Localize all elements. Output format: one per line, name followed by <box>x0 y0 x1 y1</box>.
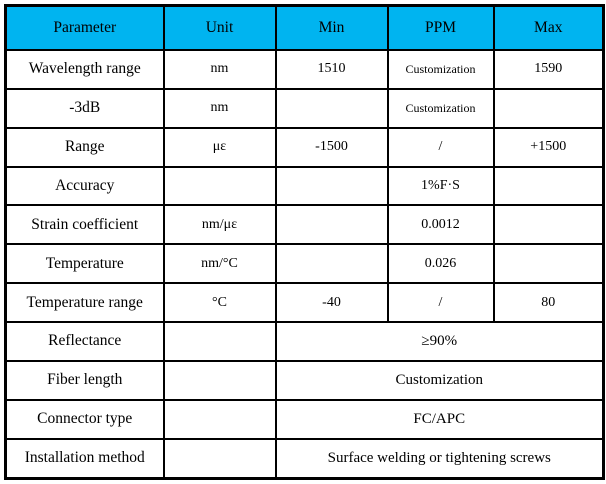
table-row-wavelength-range: Wavelength range nm 1510 Customization 1… <box>4 49 605 90</box>
cell-ppm: 1%F·S <box>386 165 495 207</box>
cell-min <box>274 165 389 207</box>
cell-parameter: Temperature <box>4 243 165 285</box>
cell-unit <box>162 321 277 362</box>
cell-ppm: 0.026 <box>386 243 495 285</box>
cell-merged-value: ≥90% <box>274 321 605 362</box>
col-header-min: Min <box>274 4 389 51</box>
cell-unit <box>162 359 277 401</box>
table-row-strain-coefficient: Strain coefficient nm/με 0.0012 <box>4 204 605 246</box>
cell-max <box>492 204 605 246</box>
cell-parameter: Wavelength range <box>4 49 165 90</box>
cell-merged-value: Surface welding or tightening screws <box>274 437 605 480</box>
cell-unit <box>162 165 277 207</box>
table-row-installation-method: Installation method Surface welding or t… <box>4 437 605 480</box>
cell-parameter: Temperature range <box>4 282 165 324</box>
specification-table: Parameter Unit Min PPM Max Wavelength ra… <box>4 4 605 480</box>
cell-unit: nm <box>162 87 277 129</box>
table-row-accuracy: Accuracy 1%F·S <box>4 165 605 207</box>
cell-ppm: / <box>386 126 495 168</box>
cell-max <box>492 87 605 129</box>
cell-ppm: / <box>386 282 495 324</box>
cell-parameter: Accuracy <box>4 165 165 207</box>
cell-max: 1590 <box>492 49 605 90</box>
cell-unit <box>162 398 277 440</box>
cell-ppm: Customization <box>386 49 495 90</box>
cell-ppm: Customization <box>386 87 495 129</box>
table-row-3db: -3dB nm Customization <box>4 87 605 129</box>
table-row-fiber-length: Fiber length Customization <box>4 359 605 401</box>
cell-ppm: 0.0012 <box>386 204 495 246</box>
cell-parameter: Reflectance <box>4 321 165 362</box>
cell-unit <box>162 437 277 480</box>
cell-parameter: Fiber length <box>4 359 165 401</box>
col-header-unit: Unit <box>162 4 277 51</box>
cell-max: +1500 <box>492 126 605 168</box>
cell-min <box>274 243 389 285</box>
cell-max <box>492 243 605 285</box>
cell-min: -40 <box>274 282 389 324</box>
table-row-range: Range με -1500 / +1500 <box>4 126 605 168</box>
table-row-connector-type: Connector type FC/APC <box>4 398 605 440</box>
cell-unit: nm/°C <box>162 243 277 285</box>
cell-unit: με <box>162 126 277 168</box>
col-header-max: Max <box>492 4 605 51</box>
cell-max <box>492 165 605 207</box>
cell-min: 1510 <box>274 49 389 90</box>
cell-min <box>274 87 389 129</box>
cell-unit: nm <box>162 49 277 90</box>
table-row-reflectance: Reflectance ≥90% <box>4 321 605 362</box>
header-row: Parameter Unit Min PPM Max <box>4 4 605 51</box>
table-row-temperature: Temperature nm/°C 0.026 <box>4 243 605 285</box>
cell-parameter: Range <box>4 126 165 168</box>
cell-parameter: Strain coefficient <box>4 204 165 246</box>
cell-max: 80 <box>492 282 605 324</box>
col-header-parameter: Parameter <box>4 4 165 51</box>
cell-merged-value: FC/APC <box>274 398 605 440</box>
cell-unit: °C <box>162 282 277 324</box>
cell-parameter: Connector type <box>4 398 165 440</box>
cell-merged-value: Customization <box>274 359 605 401</box>
cell-min <box>274 204 389 246</box>
table-row-temperature-range: Temperature range °C -40 / 80 <box>4 282 605 324</box>
cell-unit: nm/με <box>162 204 277 246</box>
cell-parameter: -3dB <box>4 87 165 129</box>
col-header-ppm: PPM <box>386 4 495 51</box>
cell-min: -1500 <box>274 126 389 168</box>
cell-parameter: Installation method <box>4 437 165 480</box>
